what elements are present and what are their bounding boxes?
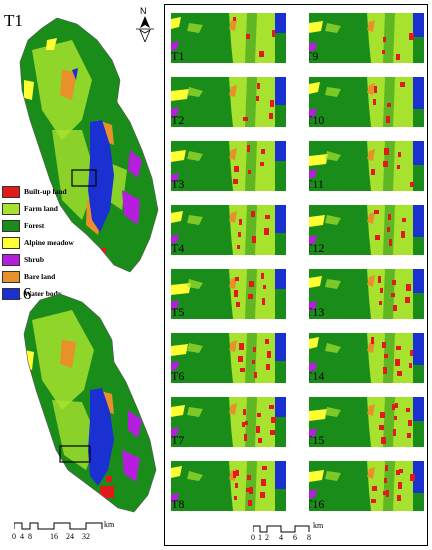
tile-map xyxy=(171,141,286,191)
map-tile: T14 xyxy=(309,333,424,383)
legend-swatch xyxy=(2,202,20,215)
overview-map-t1 xyxy=(19,17,159,273)
map-tile: T12 xyxy=(309,205,424,255)
tile-map xyxy=(309,13,424,63)
map-tile: T9 xyxy=(309,13,424,63)
scale-bar-left: km 0 4 8 16 24 32 xyxy=(12,520,134,548)
map-tile: T3 xyxy=(171,141,286,191)
map-label-top: T1 xyxy=(4,11,23,30)
map-tile: T16 xyxy=(309,461,424,511)
tile-label: T16 xyxy=(309,497,325,511)
legend-label: Farm land xyxy=(24,204,58,213)
legend-label: Bare land xyxy=(24,272,56,281)
scale-right-tick: 6 xyxy=(293,533,297,542)
scale-bar-right-graphic xyxy=(253,525,310,533)
tile-map xyxy=(309,461,424,511)
tile-label: T12 xyxy=(309,241,325,255)
scale-left-tick: 4 xyxy=(20,532,24,541)
tile-label: T10 xyxy=(309,113,325,127)
scale-left-tick: 32 xyxy=(82,532,90,541)
legend-item: Alpine meadow xyxy=(2,234,74,251)
scale-right-tick: 4 xyxy=(279,533,283,542)
tile-label: T13 xyxy=(309,305,325,319)
tile-label: T9 xyxy=(309,49,319,63)
map-tile: T4 xyxy=(171,205,286,255)
north-letter: N xyxy=(140,6,147,16)
scale-right-unit: km xyxy=(313,521,324,530)
legend-item: Forest xyxy=(2,217,62,234)
legend: Built-up land Farm land Forest Alpine me… xyxy=(2,183,74,302)
legend-item: Shrub xyxy=(2,251,62,268)
tile-label: T3 xyxy=(171,177,185,191)
map-tile: T8 xyxy=(171,461,286,511)
tile-label: T15 xyxy=(309,433,325,447)
legend-item: Water body xyxy=(2,285,62,302)
inset-box-top xyxy=(71,169,97,187)
scale-left-tick: 0 xyxy=(12,532,16,541)
tile-map xyxy=(309,77,424,127)
map-tile: T7 xyxy=(171,397,286,447)
tile-map xyxy=(171,13,286,63)
tile-label: T1 xyxy=(171,49,185,63)
legend-item: Built-up land xyxy=(2,183,67,200)
tile-label: T7 xyxy=(171,433,185,447)
legend-swatch xyxy=(2,287,20,300)
scale-right-tick: 2 xyxy=(265,533,269,542)
scale-bar-right: km 0 1 2 4 6 8 xyxy=(251,521,363,545)
overview-map-t16 xyxy=(23,293,157,513)
legend-swatch xyxy=(2,253,20,266)
tile-map xyxy=(309,269,424,319)
tile-label: T8 xyxy=(171,497,185,511)
tile-map xyxy=(171,461,286,511)
map-tile: T6 xyxy=(171,333,286,383)
tile-map xyxy=(171,333,286,383)
tile-label: T4 xyxy=(171,241,185,255)
scale-left-tick: 8 xyxy=(28,532,32,541)
legend-item: Bare land xyxy=(2,268,62,285)
tile-map xyxy=(309,397,424,447)
map-tile: T11 xyxy=(309,141,424,191)
map-tile: T2 xyxy=(171,77,286,127)
compass-icon xyxy=(136,16,154,42)
tile-map xyxy=(309,141,424,191)
legend-swatch xyxy=(2,219,20,232)
legend-label: Water body xyxy=(24,289,62,298)
legend-label: Alpine meadow xyxy=(24,238,74,247)
scale-left-tick: 24 xyxy=(66,532,74,541)
comparison-panel: T1 T9 xyxy=(164,4,428,546)
legend-swatch xyxy=(2,236,20,249)
legend-swatch xyxy=(2,185,20,198)
scale-left-tick: 16 xyxy=(50,532,58,541)
tile-map xyxy=(171,205,286,255)
scale-right-tick: 1 xyxy=(258,533,262,542)
tile-map xyxy=(309,333,424,383)
tile-map xyxy=(309,205,424,255)
scale-right-tick: 8 xyxy=(307,533,311,542)
tile-map xyxy=(171,269,286,319)
tile-label: T14 xyxy=(309,369,325,383)
legend-swatch xyxy=(2,270,20,283)
tile-map xyxy=(171,397,286,447)
legend-label: Built-up land xyxy=(24,187,67,196)
scale-right-tick: 0 xyxy=(251,533,255,542)
north-arrow-icon: N xyxy=(136,6,154,42)
scale-bar-left-graphic xyxy=(14,522,103,530)
tile-label: T6 xyxy=(171,369,185,383)
tile-label: T2 xyxy=(171,113,185,127)
legend-label: Shrub xyxy=(24,255,45,264)
map-tile: T10 xyxy=(309,77,424,127)
tile-label: T5 xyxy=(171,305,185,319)
inset-box-bottom xyxy=(59,445,91,463)
tile-map xyxy=(171,77,286,127)
map-tile: T5 xyxy=(171,269,286,319)
map-tile: T15 xyxy=(309,397,424,447)
tile-label: T11 xyxy=(309,177,324,191)
legend-item: Farm land xyxy=(2,200,62,217)
legend-label: Forest xyxy=(24,221,45,230)
scale-left-unit: km xyxy=(104,520,115,529)
map-tile: T1 xyxy=(171,13,286,63)
map-tile: T13 xyxy=(309,269,424,319)
